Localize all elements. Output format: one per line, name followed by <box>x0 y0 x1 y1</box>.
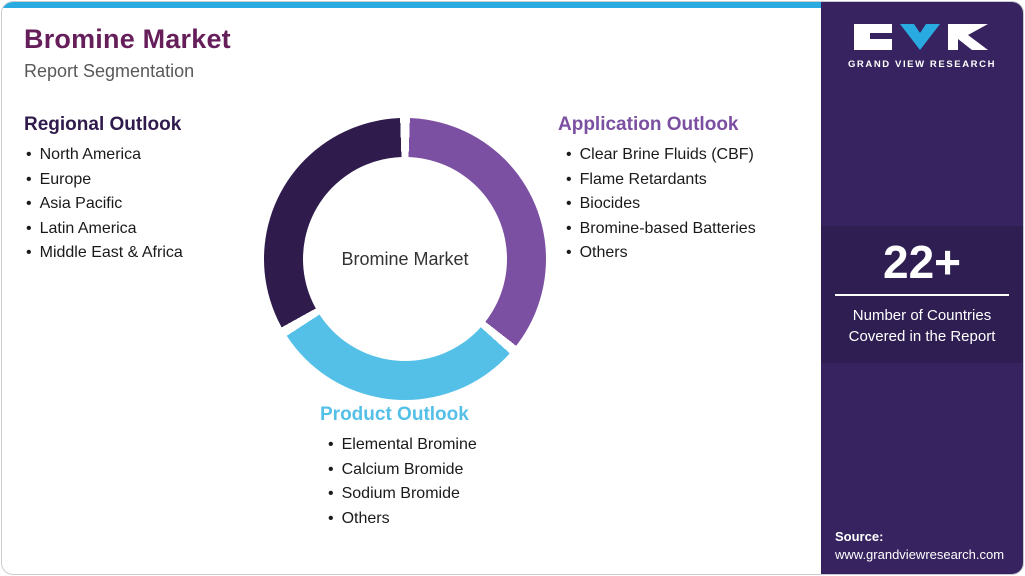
donut-center-label: Bromine Market <box>341 248 469 269</box>
list-item: North America <box>26 146 259 164</box>
page-title: Bromine Market <box>24 24 231 54</box>
sidebar: GRAND VIEW RESEARCH 22+ Number of Countr… <box>821 2 1023 574</box>
page-subtitle: Report Segmentation <box>24 61 195 81</box>
stat-value: 22+ <box>882 236 962 288</box>
product-outlook-list: Elemental Bromine Calcium Bromide Sodium B… <box>320 436 560 527</box>
source-label: Source: <box>835 529 884 544</box>
list-item: Biocides <box>566 195 833 213</box>
stat-divider <box>835 294 1009 297</box>
list-item: Latin America <box>26 220 259 238</box>
logo-text: GRAND VIEW RESEARCH <box>847 59 997 70</box>
product-outlook-section: Product Outlook Elemental Bromine Calcium… <box>320 404 560 534</box>
regional-outlook-section: Regional Outlook North America Europe Asia… <box>24 114 259 269</box>
top-accent-strip <box>2 2 823 8</box>
list-item: Middle East & Africa <box>26 244 259 262</box>
regional-outlook-list: North America Europe Asia Pacific Latin Ame… <box>24 146 259 262</box>
list-item: Sodium Bromide <box>328 485 560 503</box>
header: Bromine Market Report Segmentation <box>24 24 231 82</box>
list-item: Others <box>566 244 833 262</box>
stat-block: 22+ Number of Countries Covered in the R… <box>821 226 1023 363</box>
list-item: Clear Brine Fluids (CBF) <box>566 146 833 164</box>
list-item: Others <box>328 510 560 528</box>
list-item: Europe <box>26 171 259 189</box>
source-url-link[interactable]: www.grandviewresearch.com <box>835 547 1005 562</box>
application-outlook-heading: Application Outlook <box>558 114 739 135</box>
donut-chart: Bromine Market <box>264 118 546 400</box>
list-item: Calcium Bromide <box>328 461 560 479</box>
grand-view-research-logo: GRAND VIEW RESEARCH <box>821 22 1023 70</box>
list-item: Flame Retardants <box>566 171 833 189</box>
list-item: Elemental Bromine <box>328 436 560 454</box>
source-block: Source: www.grandviewresearch.com <box>835 529 1004 562</box>
application-outlook-section: Application Outlook Clear Brine Fluids (… <box>558 114 833 269</box>
gvr-logo-icon <box>854 24 988 50</box>
application-outlook-list: Clear Brine Fluids (CBF) Flame Retardants… <box>558 146 833 262</box>
regional-outlook-heading: Regional Outlook <box>24 114 182 135</box>
donut-hole: Bromine Market <box>303 157 507 361</box>
list-item: Asia Pacific <box>26 195 259 213</box>
stat-caption: Number of Countries Covered in the Repor… <box>848 307 996 345</box>
list-item: Bromine-based Batteries <box>566 220 833 238</box>
product-outlook-heading: Product Outlook <box>320 404 469 425</box>
